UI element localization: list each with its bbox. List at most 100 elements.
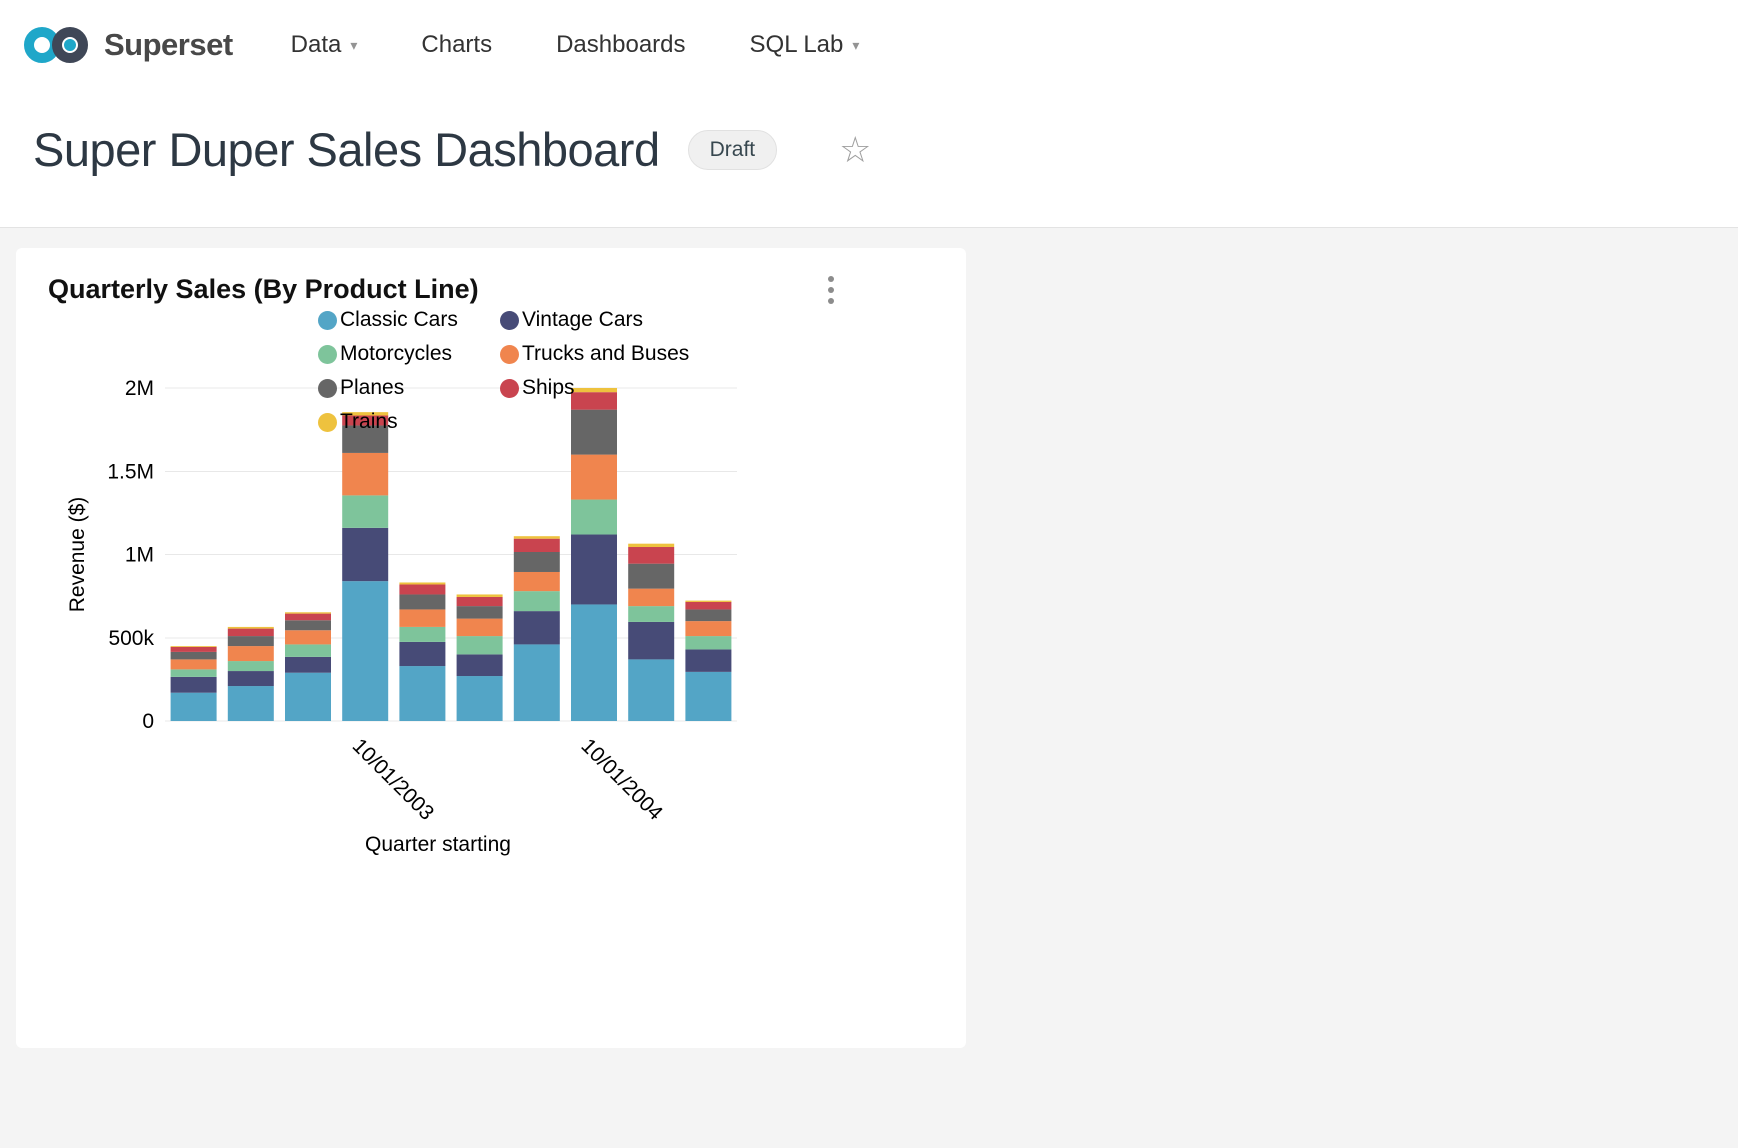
bar-segment (399, 584, 446, 595)
bar-segment (456, 594, 503, 597)
bar-segment (513, 536, 560, 539)
main-nav: Data ▾ Charts Dashboards SQL Lab ▾ (291, 31, 860, 59)
legend-swatch-icon (500, 344, 519, 364)
legend-swatch-icon (318, 310, 337, 330)
bar-segment (285, 620, 331, 631)
chart-options-button[interactable] (822, 270, 840, 310)
axis-titles: Quarter starting Revenue ($) (66, 497, 511, 856)
brand[interactable]: Superset (20, 22, 233, 68)
chevron-down-icon: ▾ (852, 37, 860, 53)
favorite-star-icon[interactable]: ☆ (839, 128, 872, 170)
bar-segment (571, 499, 617, 535)
navbar: Superset Data ▾ Charts Dashboards SQL La… (0, 0, 1738, 90)
bar-segment (513, 591, 560, 612)
bar-segment (227, 686, 274, 721)
legend-item-motorcycles[interactable]: Motorcycles (318, 342, 500, 366)
legend-swatch-icon (318, 344, 337, 364)
bars (170, 388, 732, 721)
bar-segment (227, 661, 274, 672)
bar-segment (399, 594, 446, 610)
bar-segment (170, 659, 217, 670)
page: Superset Data ▾ Charts Dashboards SQL La… (0, 0, 1738, 1048)
bar-segment (399, 609, 446, 627)
brand-name: Superset (104, 27, 233, 62)
legend-swatch-icon (318, 378, 337, 398)
bar-segment (628, 547, 675, 564)
nav-item-charts[interactable]: Charts (421, 31, 492, 59)
bar-segment (456, 654, 503, 677)
y-axis-ticks: 0 500k 1M 1.5M 2M (107, 377, 154, 733)
svg-text:10/01/2003: 10/01/2003 (348, 734, 439, 825)
legend-swatch-icon (500, 378, 519, 398)
bar-segment (342, 425, 389, 453)
bar-segment (399, 626, 446, 642)
legend-item-classic-cars[interactable]: Classic Cars (318, 308, 500, 332)
bar-segment (285, 656, 331, 673)
bar-segment (571, 534, 617, 605)
legend-label: Trucks and Buses (522, 342, 690, 365)
bar-segment (170, 651, 217, 660)
bar-segment (628, 606, 675, 622)
bar-segment (571, 388, 617, 393)
bar-segment (685, 649, 732, 672)
kebab-dot (828, 276, 834, 282)
page-title: Super Duper Sales Dashboard (33, 123, 660, 176)
svg-text:Quarter starting: Quarter starting (365, 833, 511, 856)
bar-segment (342, 527, 389, 582)
bar-segment (170, 646, 217, 652)
nav-item-sql-lab[interactable]: SQL Lab ▾ (750, 31, 860, 59)
kebab-dot (828, 298, 834, 304)
nav-item-label: Data (290, 31, 342, 58)
bar-segment (513, 552, 560, 572)
legend-label: Motorcycles (340, 342, 453, 365)
bar-segment (685, 671, 732, 721)
bar-segment (285, 630, 331, 645)
x-axis-ticks: 10/01/2003 10/01/2004 (348, 734, 668, 825)
bar-segment (571, 604, 617, 721)
bar-segment (571, 454, 617, 500)
svg-text:Revenue ($): Revenue ($) (66, 497, 89, 613)
bar-segment (399, 666, 446, 721)
nav-item-data[interactable]: Data ▾ (291, 31, 358, 59)
bar-segment (513, 538, 560, 553)
bar-segment (285, 644, 331, 657)
bar-segment (685, 636, 732, 650)
chart-title: Quarterly Sales (By Product Line) (48, 274, 479, 304)
bar-segment (685, 600, 732, 602)
superset-logo-icon (24, 27, 88, 63)
legend-label: Classic Cars (340, 308, 458, 331)
legend-item-trains[interactable]: Trains (318, 410, 500, 434)
bar-segment (285, 613, 331, 621)
bar-segment (685, 601, 732, 610)
bar-segment (513, 611, 560, 645)
bar-segment (685, 609, 732, 622)
dashboard-title-row: Super Duper Sales Dashboard Draft ☆ (0, 90, 1738, 227)
bar-segment (456, 606, 503, 619)
chart-legend: Classic Cars Vintage Cars Motorcycles Truck… (318, 308, 689, 434)
legend-item-vintage-cars[interactable]: Vintage Cars (500, 308, 689, 332)
legend-swatch-icon (500, 310, 519, 330)
svg-text:1.5M: 1.5M (107, 460, 154, 483)
legend-item-planes[interactable]: Planes (318, 376, 500, 400)
svg-text:0: 0 (142, 710, 154, 733)
bar-segment (571, 409, 617, 455)
nav-item-dashboards[interactable]: Dashboards (556, 31, 685, 59)
legend-item-trucks-and-buses[interactable]: Trucks and Buses (500, 342, 689, 366)
legend-item-ships[interactable]: Ships (500, 376, 689, 400)
bar-segment (285, 672, 331, 721)
bar-segment (170, 676, 217, 693)
bar-segment (628, 621, 675, 660)
bar-segment (170, 692, 217, 721)
bar-segment (628, 543, 675, 548)
svg-text:2M: 2M (125, 377, 154, 400)
bar-segment (227, 628, 274, 637)
bar-segment (628, 563, 675, 589)
header: Superset Data ▾ Charts Dashboards SQL La… (0, 0, 1738, 228)
bar-segment (456, 636, 503, 655)
bar-segment (399, 582, 446, 585)
bar-segment (456, 596, 503, 607)
bar-segment (685, 621, 732, 637)
bar-segment (513, 644, 560, 721)
nav-item-label: Dashboards (556, 31, 686, 58)
bar-segment (342, 415, 389, 426)
